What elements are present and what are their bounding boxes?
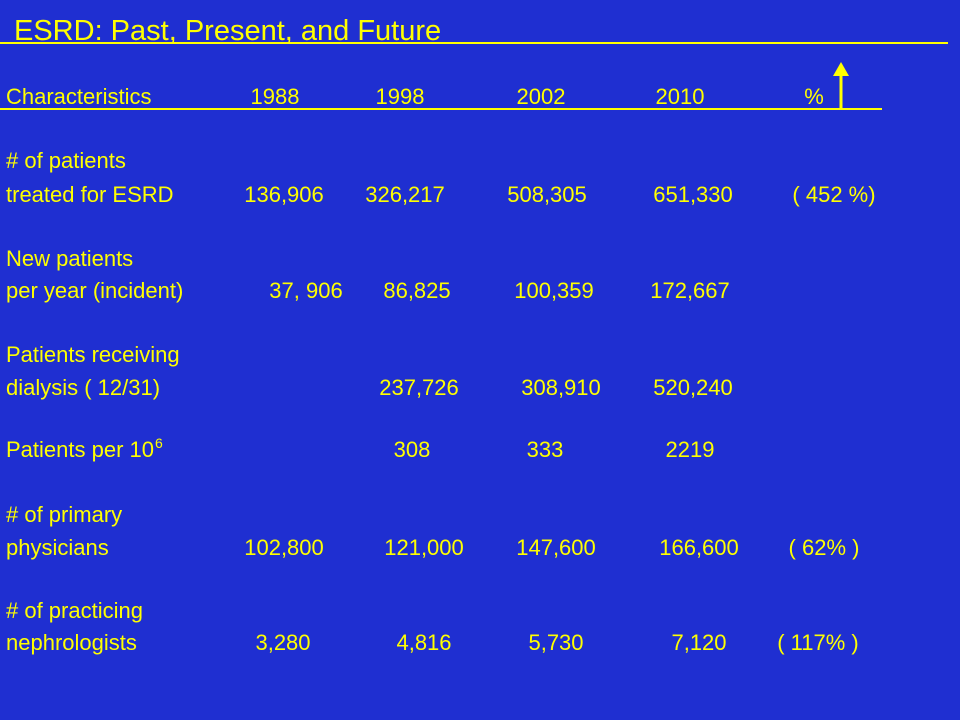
row-physicians-2002: 147,600 (516, 535, 596, 560)
row-nephrologists-label-line1: # of practicing (6, 598, 143, 623)
row-patients-2002: 508,305 (507, 182, 587, 207)
row-nephrologists-label-line2: nephrologists (6, 630, 137, 655)
row-per-million-2002: 333 (526, 437, 564, 462)
title-underline (0, 42, 948, 44)
row-dialysis-2002: 308,910 (521, 375, 601, 400)
row-nephrologists-1988: 3,280 (255, 630, 311, 655)
slide-title: ESRD: Past, Present, and Future (14, 15, 442, 47)
row-physicians-label-line2: physicians (6, 535, 109, 560)
row-per-million-exponent: 6 (154, 435, 163, 451)
header-year-1998: 1998 (375, 84, 425, 109)
row-physicians-1998: 121,000 (384, 535, 464, 560)
header-underline (0, 108, 882, 110)
row-patients-2010: 651,330 (653, 182, 733, 207)
row-new-patients-2010: 172,667 (650, 278, 730, 303)
row-physicians-percent: ( 62% ) (788, 535, 860, 560)
header-year-2010: 2010 (655, 84, 705, 109)
row-nephrologists-percent: ( 117% ) (777, 630, 859, 655)
row-per-million-2010: 2219 (665, 437, 715, 462)
row-patients-1998: 326,217 (365, 182, 445, 207)
up-arrow-icon (833, 62, 849, 110)
row-new-patients-1998: 86,825 (383, 278, 451, 303)
header-year-1988: 1988 (250, 84, 300, 109)
row-new-patients-label-line1: New patients (6, 246, 134, 271)
row-per-million-1998: 308 (393, 437, 431, 462)
header-percent: % (804, 84, 824, 109)
row-dialysis-1998: 237,726 (379, 375, 459, 400)
row-dialysis-2010: 520,240 (653, 375, 733, 400)
row-dialysis-label-line2: dialysis ( 12/31) (6, 375, 161, 400)
row-nephrologists-2002: 5,730 (528, 630, 584, 655)
row-physicians-1988: 102,800 (244, 535, 324, 560)
row-physicians-label-line1: # of primary (6, 502, 123, 527)
row-dialysis-label-line1: Patients receiving (6, 342, 180, 367)
header-year-2002: 2002 (516, 84, 566, 109)
row-patients-percent: ( 452 %) (792, 182, 876, 207)
row-per-million-label-text: Patients per 10 (6, 437, 154, 462)
row-physicians-2010: 166,600 (659, 535, 739, 560)
row-new-patients-2002: 100,359 (514, 278, 594, 303)
row-new-patients-label-line2: per year (incident) (6, 278, 184, 303)
row-per-million-label: Patients per 106 (6, 435, 163, 465)
row-nephrologists-2010: 7,120 (671, 630, 727, 655)
row-patients-1988: 136,906 (244, 182, 324, 207)
row-new-patients-1988: 37, 906 (269, 278, 343, 303)
row-patients-label-line1: # of patients (6, 148, 126, 173)
row-nephrologists-1998: 4,816 (396, 630, 452, 655)
header-characteristics: Characteristics (6, 84, 152, 109)
row-patients-label-line2: treated for ESRD (6, 182, 174, 207)
